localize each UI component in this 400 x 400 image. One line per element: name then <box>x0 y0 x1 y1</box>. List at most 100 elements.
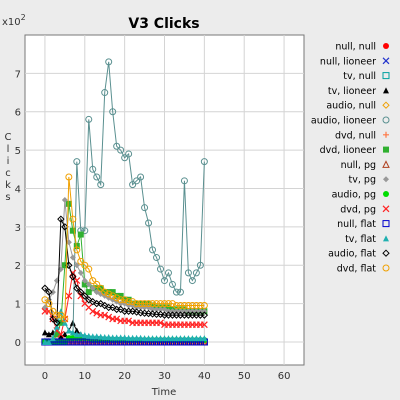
data-point <box>133 177 141 185</box>
data-point <box>101 89 109 97</box>
data-point <box>201 335 208 342</box>
data-point <box>172 288 180 296</box>
legend-item: audio, pg <box>332 190 389 201</box>
legend-label: dvd, flat <box>337 264 377 275</box>
data-point <box>137 334 144 341</box>
data-point <box>49 307 57 315</box>
data-point <box>45 300 53 308</box>
data-point <box>89 165 97 173</box>
data-point <box>77 338 85 346</box>
legend-item: dvd, null <box>335 130 389 141</box>
data-point <box>161 277 168 285</box>
legend-item: tv, lioneer <box>328 86 389 97</box>
legend-item: dvd, flat <box>337 264 390 275</box>
legend-label: tv, flat <box>345 234 376 245</box>
data-point <box>89 307 97 315</box>
data-point <box>165 304 172 311</box>
data-point <box>137 300 145 308</box>
legend-marker <box>382 205 390 213</box>
data-point <box>41 338 48 345</box>
data-point <box>192 269 200 277</box>
data-point <box>176 302 184 310</box>
data-point <box>133 300 141 308</box>
legend-label: tv, null <box>343 71 376 82</box>
data-point <box>41 329 48 336</box>
data-point <box>201 308 208 315</box>
data-point <box>105 290 113 298</box>
y-tick-label: 0 <box>15 338 21 349</box>
data-point <box>57 215 65 223</box>
data-point <box>53 338 61 346</box>
data-point <box>125 296 132 303</box>
data-point <box>165 308 172 315</box>
x-tick-label: 40 <box>198 371 211 382</box>
data-point <box>57 330 65 338</box>
data-point <box>161 335 168 342</box>
data-point <box>117 292 124 299</box>
data-point <box>149 335 156 342</box>
data-point <box>172 302 180 310</box>
data-point <box>61 338 69 346</box>
legend-label: audio, pg <box>332 190 376 201</box>
data-point <box>169 335 176 342</box>
data-point <box>149 306 156 313</box>
data-point <box>196 302 204 310</box>
x-tick-label: 30 <box>158 371 171 382</box>
data-point <box>85 296 93 304</box>
data-point <box>181 335 188 342</box>
data-point <box>85 265 93 273</box>
data-point <box>129 181 137 189</box>
data-point <box>193 308 200 315</box>
data-point <box>61 331 68 338</box>
data-point <box>65 292 73 300</box>
legend-item: null, flat <box>337 219 390 230</box>
data-point <box>45 338 52 345</box>
legend-label: audio, null <box>326 101 376 112</box>
data-point <box>177 335 184 342</box>
data-point <box>49 335 56 342</box>
data-point <box>113 292 120 299</box>
data-point <box>153 306 160 313</box>
data-point <box>81 227 89 235</box>
data-point <box>121 334 128 341</box>
data-point <box>81 338 89 346</box>
data-point <box>129 298 137 306</box>
data-point <box>189 335 196 342</box>
data-point <box>77 288 85 296</box>
data-point <box>69 273 77 281</box>
data-point <box>125 317 133 325</box>
data-point <box>41 296 49 304</box>
data-point <box>184 269 192 277</box>
data-point <box>77 331 84 338</box>
data-point <box>173 308 180 315</box>
data-point <box>77 269 84 276</box>
legend-item: tv, pg <box>349 175 389 186</box>
data-point <box>101 288 109 296</box>
data-point <box>69 215 77 223</box>
legend-marker <box>382 57 390 65</box>
data-point <box>153 335 160 342</box>
x-tick-label: 10 <box>78 371 91 382</box>
data-point <box>61 319 68 326</box>
legend-marker <box>382 160 390 168</box>
data-point <box>181 308 188 315</box>
data-point <box>69 329 76 336</box>
series-tv-flat <box>41 308 208 345</box>
legend-marker <box>382 220 390 228</box>
data-point <box>85 338 93 346</box>
data-point <box>157 265 165 273</box>
legend-label: null, pg <box>341 160 376 171</box>
legend-label: null, null <box>335 42 376 53</box>
data-point <box>113 315 121 323</box>
data-point <box>69 227 76 234</box>
data-point <box>101 311 109 319</box>
y-tick-labels: 0 1 2 3 4 5 6 7 <box>15 69 21 349</box>
data-point <box>105 289 112 296</box>
data-point <box>168 300 176 308</box>
data-point <box>192 302 200 310</box>
legend-marker <box>383 191 389 197</box>
legend-item: dvd, pg <box>340 204 390 215</box>
data-point <box>128 307 137 315</box>
